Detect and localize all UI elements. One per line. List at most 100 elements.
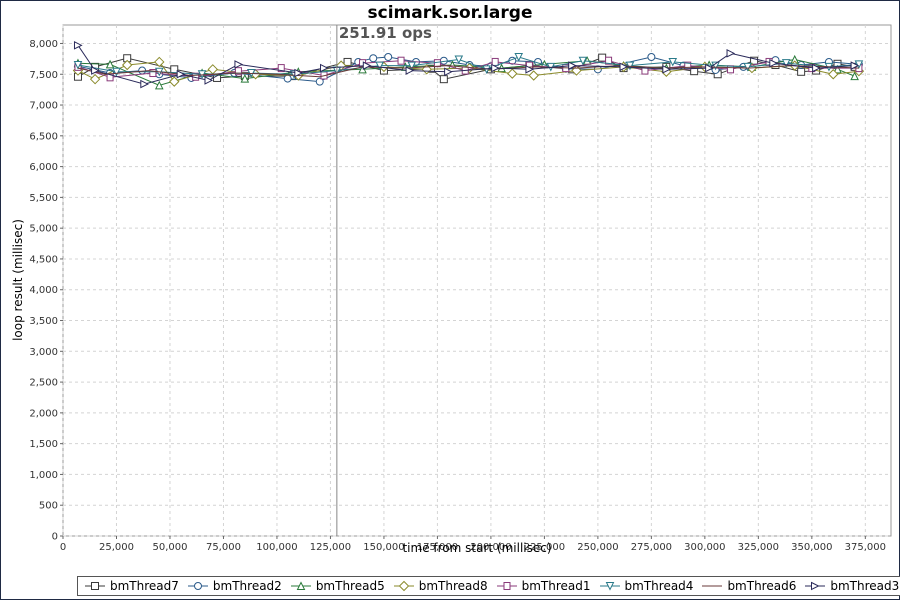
data-point-bmThread1: [491, 57, 499, 66]
data-point-bmThread3: [850, 61, 860, 70]
data-point-bmThread3: [294, 68, 303, 78]
data-point-bmThread3: [812, 63, 821, 73]
data-point-bmThread1: [149, 69, 157, 78]
data-point-bmThread3: [91, 66, 100, 75]
x-tick-label: 50,000: [152, 542, 187, 553]
legend-swatch-marker: [503, 582, 511, 590]
x-tick-label: 75,000: [206, 542, 241, 553]
legend-label: bmThread8: [418, 579, 488, 593]
data-point-bmThread2: [647, 53, 656, 62]
legend-item-bmThread7: bmThread7: [84, 579, 179, 593]
data-point-bmThread3: [444, 67, 453, 77]
y-tick-label: 7,500: [29, 70, 58, 81]
data-point-bmThread4: [197, 70, 207, 79]
y-tick-label: 8,000: [29, 39, 58, 50]
data-point-bmThread3: [769, 58, 778, 68]
x-tick-label: 275,000: [631, 542, 672, 553]
data-point-bmThread5: [105, 59, 115, 69]
data-point-bmThread5: [240, 73, 250, 83]
x-tick-label: 150,000: [363, 542, 404, 553]
legend-item-bmThread6: bmThread6: [701, 579, 796, 593]
legend-swatch-marker: [605, 582, 614, 591]
data-point-bmThread7: [797, 67, 806, 76]
legend-label: bmThread4: [624, 579, 694, 593]
y-tick-label: 2,500: [29, 378, 58, 389]
legend-swatch: [290, 581, 311, 590]
y-tick-label: 0: [52, 532, 58, 543]
legend-item-bmThread2: bmThread2: [187, 579, 282, 593]
data-point-bmThread3: [568, 61, 577, 70]
data-point-bmThread8: [89, 73, 101, 85]
data-point-bmThread7: [343, 57, 352, 66]
legend-label: bmThread3: [830, 579, 900, 593]
y-tick-label: 4,500: [29, 254, 58, 265]
series-bmThread6: [77, 65, 859, 78]
legend-swatch-marker: [193, 582, 202, 590]
legend-swatch: [599, 582, 620, 591]
y-tick-label: 4,000: [29, 285, 58, 296]
annotation-label: 251.91 ops: [339, 24, 432, 42]
data-point-bmThread4: [454, 55, 464, 65]
legend-swatch-marker: [811, 581, 820, 591]
x-tick-label: 300,000: [684, 542, 725, 553]
data-point-bmThread7: [598, 53, 607, 62]
data-point-bmThread3: [73, 41, 83, 50]
x-tick-label: 225,000: [524, 542, 565, 553]
data-point-bmThread8: [169, 76, 180, 87]
y-tick-label: 2,000: [29, 408, 58, 419]
data-point-bmThread2: [315, 77, 324, 86]
axis-layer: 0 500 1,000 1,500 2,000 2,500 3,000 3,500 4,000 4…: [29, 39, 886, 553]
chart-title: scimark.sor.large: [368, 3, 533, 23]
data-point-bmThread3: [491, 63, 500, 73]
data-point-bmThread8: [154, 56, 165, 68]
x-tick-label: 350,000: [791, 542, 832, 553]
data-point-bmThread3: [320, 63, 329, 73]
x-tick-label: 100,000: [256, 542, 297, 553]
plot-area: [62, 24, 892, 537]
data-point-bmThread3: [705, 63, 714, 73]
data-point-bmThread4: [407, 61, 417, 71]
data-point-bmThread4: [375, 61, 384, 71]
legend-label: bmThread7: [110, 579, 179, 593]
legend: bmThread7 bmThread2 bmThread5 bmThread8 bmTh…: [77, 576, 900, 596]
legend-label: bmThread1: [521, 579, 591, 593]
grid-layer: [62, 25, 891, 537]
data-point-bmThread3: [726, 49, 736, 58]
legend-swatch: [496, 582, 517, 590]
legend-item-bmThread3: bmThread3: [804, 579, 899, 593]
legend-label: bmThread6: [727, 579, 797, 593]
data-point-bmThread5: [850, 71, 859, 81]
series-layer: [72, 41, 865, 90]
x-tick-label: 375,000: [845, 542, 886, 553]
y-tick-label: 6,000: [29, 162, 58, 173]
y-tick-label: 5,000: [29, 224, 58, 235]
y-tick-label: 1,500: [29, 439, 58, 450]
legend-swatch: [85, 582, 105, 590]
data-point-bmThread4: [73, 61, 83, 70]
data-point-bmThread4: [112, 67, 121, 77]
series-bmThread3: [73, 41, 860, 89]
legend-label: bmThread2: [212, 579, 282, 593]
data-point-bmThread4: [743, 62, 752, 72]
data-point-bmThread3: [525, 65, 535, 74]
legend-label: bmThread5: [315, 579, 385, 593]
data-point-bmThread4: [578, 56, 588, 66]
data-point-bmThread3: [619, 62, 629, 72]
legend-item-bmThread1: bmThread1: [496, 579, 591, 593]
data-point-bmThread4: [668, 57, 678, 67]
legend-swatch: [393, 580, 414, 592]
y-tick-label: 6,500: [29, 131, 58, 142]
legend-swatch-marker: [91, 582, 99, 590]
y-tick-label: 500: [39, 501, 58, 512]
data-point-bmThread3: [176, 69, 186, 79]
data-point-bmThread5: [833, 64, 842, 74]
data-point-bmThread8: [507, 68, 518, 79]
legend-swatch-marker: [398, 580, 409, 592]
x-tick-label: 0: [60, 542, 66, 553]
y-tick-label: 3,000: [29, 347, 58, 358]
data-point-bmThread5: [358, 64, 367, 74]
data-point-bmThread1: [397, 56, 405, 65]
y-tick-label: 7,000: [29, 101, 58, 112]
legend-item-bmThread8: bmThread8: [393, 579, 488, 593]
data-point-bmThread3: [234, 60, 244, 69]
